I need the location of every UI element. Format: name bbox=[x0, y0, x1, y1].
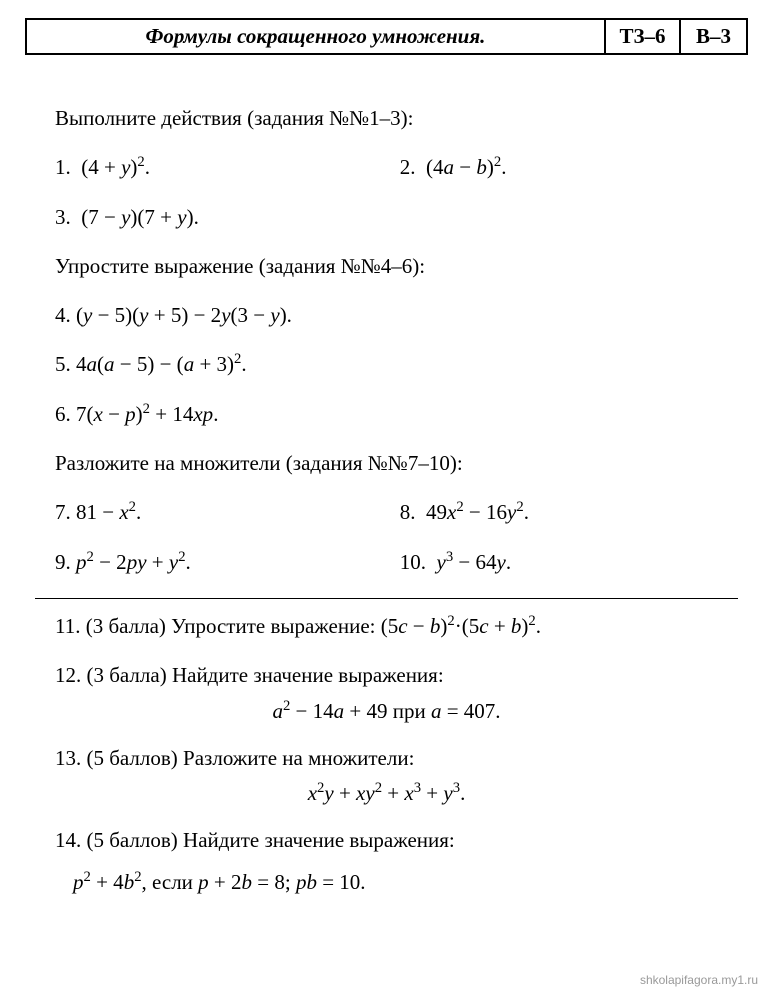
instruction-1-text: Выполните действия (задания №№1–3): bbox=[55, 106, 414, 130]
q10-text: 10. y3 − 64y. bbox=[400, 550, 511, 574]
header-title-text: Формулы сокращенного умножения. bbox=[146, 24, 486, 48]
header-bar: Формулы сокращенного умножения. ТЗ–6 В–3 bbox=[25, 18, 748, 55]
q14-formula: p2 + 4b2, если p + 2b = 8; pb = 10. bbox=[73, 869, 718, 896]
q3-text: 3. (7 − y)(7 + y). bbox=[55, 205, 199, 229]
q6: 6. 7(x − p)2 + 14xp. bbox=[55, 401, 718, 428]
instruction-2-text: Упростите выражение (задания №№4–6): bbox=[55, 254, 425, 278]
q1: 1. (4 + y)2. bbox=[55, 154, 400, 181]
q12: 12. (3 балла) Найдите значение выражения… bbox=[55, 662, 718, 689]
q12-formula: a2 − 14a + 49 при a = 407. bbox=[55, 698, 718, 725]
q4: 4. (y − 5)(y + 5) − 2y(3 − y). bbox=[55, 302, 718, 329]
header-variant-text: В–3 bbox=[696, 24, 731, 48]
q9-text: 9. p2 − 2py + y2. bbox=[55, 550, 191, 574]
instruction-2: Упростите выражение (задания №№4–6): bbox=[55, 253, 718, 280]
row-q1-q2: 1. (4 + y)2. 2. (4a − b)2. bbox=[55, 154, 718, 181]
q10: 10. y3 − 64y. bbox=[400, 549, 718, 576]
q13-formula-text: x2y + xy2 + x3 + y3. bbox=[308, 781, 466, 805]
q13-formula: x2y + xy2 + x3 + y3. bbox=[55, 780, 718, 807]
q11: 11. (3 балла) Упростите выражение: (5c −… bbox=[55, 613, 718, 640]
q14-text: 14. (5 баллов) Найдите значение выражени… bbox=[55, 828, 455, 852]
q4-text: 4. (y − 5)(y + 5) − 2y(3 − y). bbox=[55, 303, 292, 327]
q11-text: 11. (3 балла) Упростите выражение: (5c −… bbox=[55, 614, 541, 638]
section-divider bbox=[35, 598, 738, 599]
instruction-1: Выполните действия (задания №№1–3): bbox=[55, 105, 718, 132]
header-variant: В–3 bbox=[681, 20, 746, 53]
q12-formula-text: a2 − 14a + 49 при a = 407. bbox=[272, 699, 500, 723]
q13-text: 13. (5 баллов) Разложите на множители: bbox=[55, 746, 414, 770]
q3: 3. (7 − y)(7 + y). bbox=[55, 204, 718, 231]
q8-text: 8. 49x2 − 16y2. bbox=[400, 500, 529, 524]
q7-text: 7. 81 − x2. bbox=[55, 500, 141, 524]
q2: 2. (4a − b)2. bbox=[400, 154, 718, 181]
q5: 5. 4a(a − 5) − (a + 3)2. bbox=[55, 351, 718, 378]
header-tz-text: ТЗ–6 bbox=[619, 24, 665, 48]
header-title: Формулы сокращенного умножения. bbox=[27, 20, 606, 53]
q5-text: 5. 4a(a − 5) − (a + 3)2. bbox=[55, 352, 247, 376]
watermark: shkolapifagora.my1.ru bbox=[640, 973, 758, 987]
q14: 14. (5 баллов) Найдите значение выражени… bbox=[55, 827, 718, 854]
content-area: Выполните действия (задания №№1–3): 1. (… bbox=[0, 55, 768, 896]
q6-text: 6. 7(x − p)2 + 14xp. bbox=[55, 402, 218, 426]
q14-formula-text: p2 + 4b2, если p + 2b = 8; pb = 10. bbox=[73, 870, 366, 894]
row-q9-q10: 9. p2 − 2py + y2. 10. y3 − 64y. bbox=[55, 549, 718, 576]
q9: 9. p2 − 2py + y2. bbox=[55, 549, 400, 576]
q7: 7. 81 − x2. bbox=[55, 499, 400, 526]
instruction-3-text: Разложите на множители (задания №№7–10): bbox=[55, 451, 463, 475]
row-q7-q8: 7. 81 − x2. 8. 49x2 − 16y2. bbox=[55, 499, 718, 526]
watermark-text: shkolapifagora.my1.ru bbox=[640, 973, 758, 987]
q8: 8. 49x2 − 16y2. bbox=[400, 499, 718, 526]
q12-text: 12. (3 балла) Найдите значение выражения… bbox=[55, 663, 444, 687]
q1-text: 1. (4 + y)2. bbox=[55, 155, 150, 179]
header-tz: ТЗ–6 bbox=[606, 20, 681, 53]
instruction-3: Разложите на множители (задания №№7–10): bbox=[55, 450, 718, 477]
q2-text: 2. (4a − b)2. bbox=[400, 155, 507, 179]
q13: 13. (5 баллов) Разложите на множители: bbox=[55, 745, 718, 772]
